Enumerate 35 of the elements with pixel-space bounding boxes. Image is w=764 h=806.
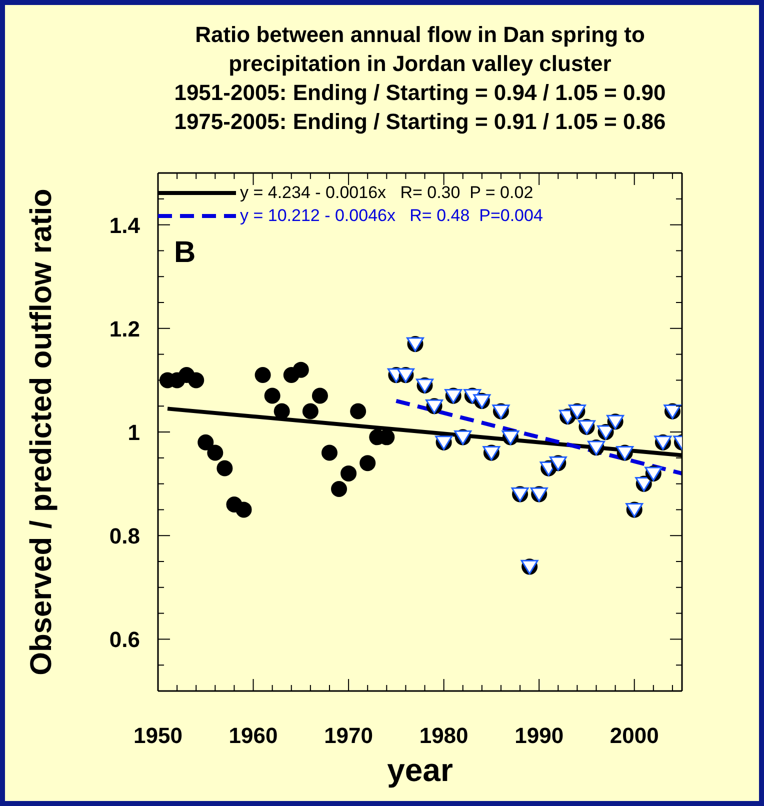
- point: [216, 460, 233, 476]
- point: [331, 480, 348, 497]
- point: [207, 444, 224, 461]
- point: [292, 362, 309, 378]
- x-tick-label: 1990: [514, 723, 564, 748]
- point: [340, 465, 357, 482]
- y-tick-label: 0.8: [109, 524, 140, 549]
- point: [350, 403, 366, 420]
- x-tick-label: 1950: [134, 723, 182, 748]
- point: [198, 434, 214, 450]
- point: [321, 444, 338, 461]
- y-tick-label: 0.6: [109, 627, 140, 652]
- x-tick-label: 1970: [324, 723, 374, 748]
- point: [302, 403, 318, 420]
- chart-subtitle: 1951-2005: Ending / Starting = 0.94 / 1.05 = 0.90: [173, 79, 667, 107]
- y-axis-title: Observed / predicted outflow ratio: [25, 188, 59, 676]
- legend-label: y = 10.212 - 0.0046x R= 0.48 P=0.004: [240, 206, 543, 226]
- y-tick-label: 1.2: [109, 316, 140, 342]
- point: [236, 502, 252, 518]
- y-tick-label: 1.4: [109, 212, 141, 238]
- point: [360, 455, 376, 472]
- text: 1975-2005: Ending / Starting = 0.91 / 1.05 = 0.86: [173, 108, 667, 136]
- point: [264, 388, 280, 404]
- x-axis-title: year: [386, 752, 454, 789]
- point: [188, 372, 204, 388]
- point: [274, 403, 290, 420]
- point: [254, 367, 271, 384]
- chart-title: Ratio between annual flow in Dan spring to precipitation in Jordan valley cluster: [194, 21, 646, 78]
- x-tick-label: 1960: [228, 723, 278, 748]
- annotation: B: [174, 236, 196, 270]
- point: [312, 388, 328, 404]
- x-tick-label: 1980: [419, 723, 468, 748]
- y-tick-label: 1: [128, 420, 140, 445]
- legend-label: y = 4.234 - 0.0016x R= 0.30 P = 0.02: [240, 182, 534, 202]
- x-tick-label: 2000: [610, 723, 659, 748]
